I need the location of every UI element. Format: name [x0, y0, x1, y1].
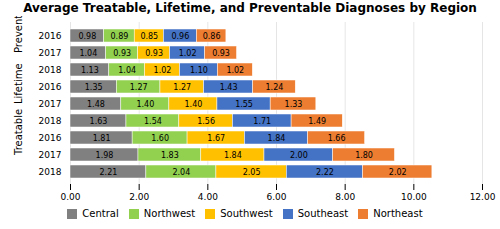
svg-text:1.40: 1.40	[136, 100, 154, 109]
svg-text:1.63: 1.63	[90, 117, 108, 126]
html-text:Central: Central	[82, 208, 119, 219]
svg-text:2.00: 2.00	[129, 192, 149, 202]
svg-text:2017: 2017	[39, 48, 62, 58]
svg-text:6.00: 6.00	[266, 192, 286, 202]
svg-text:1.02: 1.02	[226, 66, 244, 75]
svg-text:2017: 2017	[39, 150, 62, 160]
svg-text:1.81: 1.81	[93, 134, 111, 143]
svg-text:2018: 2018	[39, 116, 62, 126]
svg-text:2.21: 2.21	[100, 168, 118, 177]
svg-text:1.84: 1.84	[268, 134, 286, 143]
svg-text:2018: 2018	[39, 65, 62, 75]
svg-text:2.05: 2.05	[243, 168, 261, 177]
svg-text:Lifetime: Lifetime	[13, 63, 24, 104]
svg-text:1.56: 1.56	[197, 117, 215, 126]
svg-text:1.24: 1.24	[266, 83, 284, 92]
svg-text:0.89: 0.89	[111, 32, 129, 41]
svg-text:Preventable: Preventable	[13, 16, 24, 53]
svg-text:0.93: 0.93	[212, 49, 230, 58]
svg-text:1.60: 1.60	[151, 134, 169, 143]
svg-text:1.27: 1.27	[173, 83, 191, 92]
svg-text:2017: 2017	[39, 99, 62, 109]
svg-text:4.00: 4.00	[198, 192, 218, 202]
svg-text:1.48: 1.48	[87, 100, 105, 109]
svg-text:1.27: 1.27	[130, 83, 148, 92]
svg-text:2.22: 2.22	[316, 168, 334, 177]
svg-text:0.93: 0.93	[145, 49, 163, 58]
svg-text:8.00: 8.00	[335, 192, 355, 202]
svg-text:1.84: 1.84	[224, 151, 242, 160]
svg-text:1.35: 1.35	[85, 83, 103, 92]
svg-text:1.98: 1.98	[96, 151, 114, 160]
svg-text:0.93: 0.93	[113, 49, 131, 58]
svg-text:2016: 2016	[39, 82, 62, 92]
svg-text:1.04: 1.04	[79, 49, 97, 58]
svg-text:1.66: 1.66	[328, 134, 346, 143]
svg-text:1.40: 1.40	[185, 100, 203, 109]
svg-text:0.98: 0.98	[78, 32, 96, 41]
html-text:Average Treatable, Lifetime, a: Average Treatable, Lifetime, and Prevent…	[23, 1, 477, 15]
svg-text:1.67: 1.67	[207, 134, 225, 143]
svg-text:0.86: 0.86	[203, 32, 221, 41]
svg-text:2.04: 2.04	[172, 168, 190, 177]
svg-text:Treatable: Treatable	[13, 109, 24, 156]
html-text:Southeast: Southeast	[297, 208, 349, 219]
html-text:Northeast: Northeast	[373, 208, 423, 219]
svg-text:0.85: 0.85	[140, 32, 158, 41]
svg-text:2016: 2016	[39, 133, 62, 143]
svg-text:10.00: 10.00	[401, 192, 427, 202]
svg-text:2.00: 2.00	[290, 151, 308, 160]
svg-text:1.04: 1.04	[118, 66, 136, 75]
svg-text:12.00: 12.00	[470, 192, 496, 202]
svg-text:1.49: 1.49	[308, 117, 326, 126]
html-text:Southwest: Southwest	[220, 208, 273, 219]
svg-text:1.43: 1.43	[220, 83, 238, 92]
html-text:Northwest: Northwest	[143, 208, 196, 219]
svg-text:1.13: 1.13	[81, 66, 99, 75]
svg-text:1.10: 1.10	[190, 66, 208, 75]
svg-text:2016: 2016	[39, 31, 62, 41]
svg-text:1.33: 1.33	[285, 100, 303, 109]
svg-text:2.02: 2.02	[389, 168, 407, 177]
svg-text:1.80: 1.80	[355, 151, 373, 160]
svg-text:1.02: 1.02	[154, 66, 172, 75]
svg-text:0.96: 0.96	[171, 32, 189, 41]
svg-text:1.54: 1.54	[144, 117, 162, 126]
svg-text:2018: 2018	[39, 167, 62, 177]
svg-text:1.83: 1.83	[161, 151, 179, 160]
svg-text:1.02: 1.02	[179, 49, 197, 58]
svg-text:1.71: 1.71	[253, 117, 271, 126]
svg-text:1.55: 1.55	[235, 100, 253, 109]
svg-text:0.00: 0.00	[60, 192, 80, 202]
